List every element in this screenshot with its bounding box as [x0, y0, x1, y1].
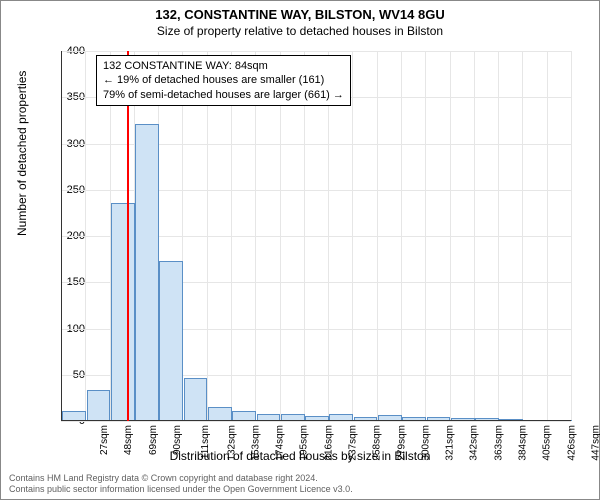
grid-line [571, 51, 572, 421]
histogram-bar [208, 407, 232, 421]
grid-line [255, 51, 256, 421]
histogram-bar [135, 124, 159, 421]
grid-line [377, 51, 378, 421]
x-axis-line [61, 420, 571, 421]
chart-title-address: 132, CONSTANTINE WAY, BILSTON, WV14 8GU [1, 7, 599, 22]
grid-line [304, 51, 305, 421]
plot-region [61, 51, 571, 421]
grid-line [85, 51, 86, 421]
grid-line [328, 51, 329, 421]
annotation-line-1: 132 CONSTANTINE WAY: 84sqm [103, 59, 344, 73]
grid-line [207, 51, 208, 421]
grid-line [352, 51, 353, 421]
y-axis-label: Number of detached properties [15, 71, 29, 236]
histogram-bar [111, 203, 135, 421]
grid-line [522, 51, 523, 421]
chart-subtitle: Size of property relative to detached ho… [1, 24, 599, 38]
grid-line [280, 51, 281, 421]
grid-line [425, 51, 426, 421]
x-axis-label: Distribution of detached houses by size … [1, 449, 599, 463]
property-marker-line [127, 51, 129, 421]
histogram-bar [184, 378, 208, 421]
annotation-line-2: ← 19% of detached houses are smaller (16… [103, 73, 344, 87]
annotation-box: 132 CONSTANTINE WAY: 84sqm ← 19% of deta… [96, 55, 351, 106]
grid-line [498, 51, 499, 421]
grid-line [401, 51, 402, 421]
grid-line [474, 51, 475, 421]
grid-line [231, 51, 232, 421]
grid-line [61, 51, 571, 52]
y-axis-line [61, 51, 62, 421]
footer-attribution: Contains HM Land Registry data © Crown c… [9, 473, 353, 495]
footer-line-2: Contains public sector information licen… [9, 484, 353, 495]
grid-line [61, 421, 571, 422]
chart-container: 132, CONSTANTINE WAY, BILSTON, WV14 8GU … [0, 0, 600, 500]
annotation-line-3: 79% of semi-detached houses are larger (… [103, 88, 344, 102]
footer-line-1: Contains HM Land Registry data © Crown c… [9, 473, 353, 484]
histogram-bar [159, 261, 183, 421]
chart-area [61, 51, 571, 421]
histogram-bar [87, 390, 111, 421]
grid-line [547, 51, 548, 421]
grid-line [450, 51, 451, 421]
